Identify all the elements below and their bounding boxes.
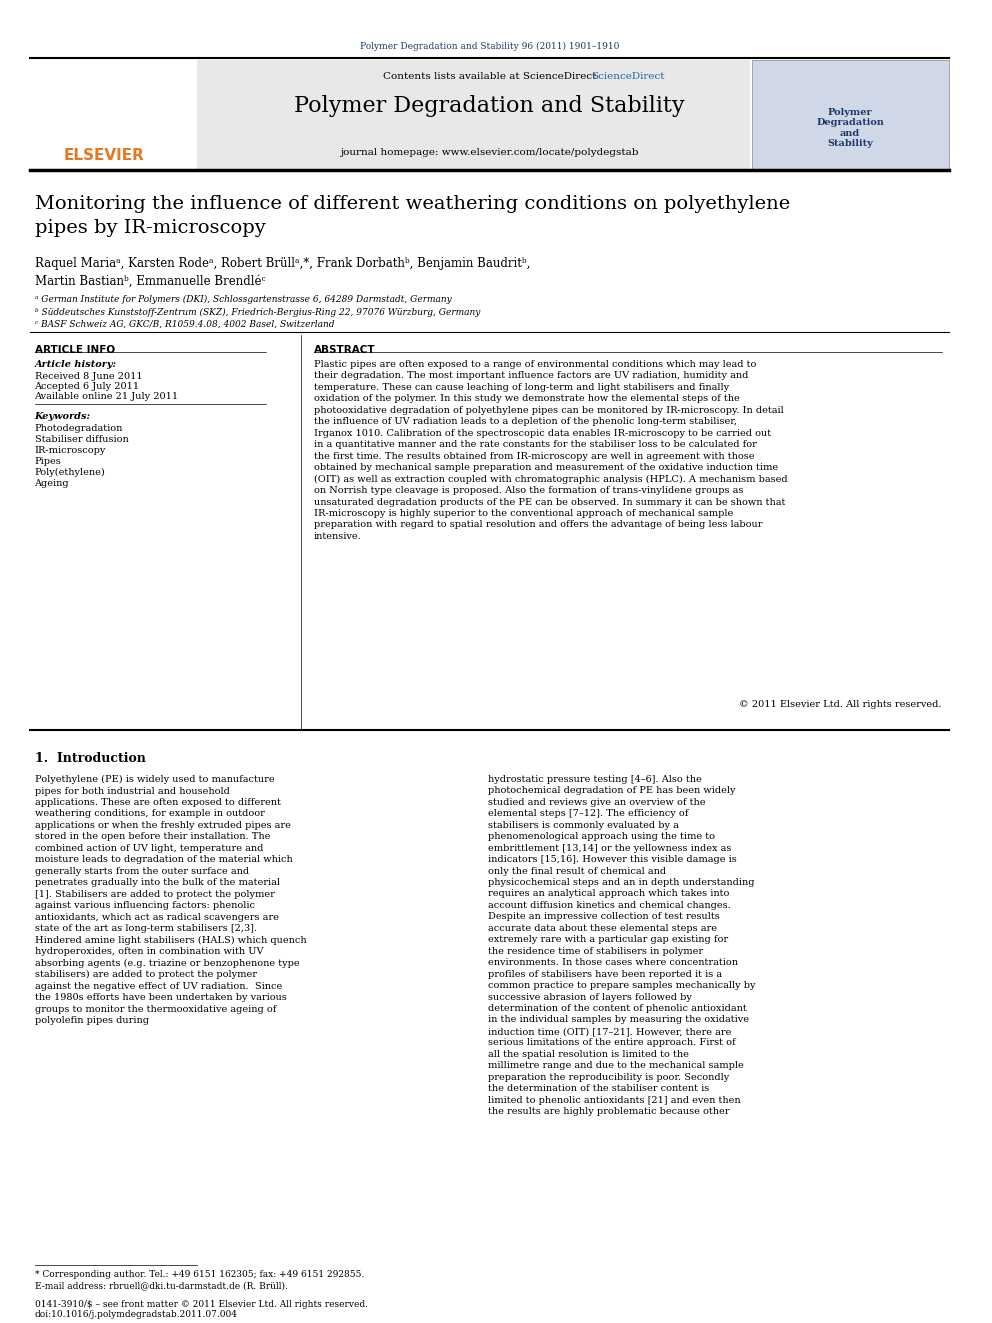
- Text: © 2011 Elsevier Ltd. All rights reserved.: © 2011 Elsevier Ltd. All rights reserved…: [739, 700, 942, 709]
- Text: E-mail address: rbruell@dki.tu-darmstadt.de (R. Brüll).: E-mail address: rbruell@dki.tu-darmstadt…: [35, 1281, 288, 1290]
- Text: Polyethylene (PE) is widely used to manufacture
pipes for both industrial and ho: Polyethylene (PE) is widely used to manu…: [35, 775, 307, 1025]
- Text: 1.  Introduction: 1. Introduction: [35, 751, 146, 765]
- Text: Received 8 June 2011: Received 8 June 2011: [35, 372, 142, 381]
- Text: hydrostatic pressure testing [4–6]. Also the
photochemical degradation of PE has: hydrostatic pressure testing [4–6]. Also…: [488, 775, 756, 1117]
- Text: Polymer Degradation and Stability 96 (2011) 1901–1910: Polymer Degradation and Stability 96 (20…: [359, 42, 619, 52]
- Text: ABSTRACT: ABSTRACT: [313, 345, 375, 355]
- Text: Stabiliser diffusion: Stabiliser diffusion: [35, 435, 128, 445]
- Text: Monitoring the influence of different weathering conditions on polyethylene
pipe: Monitoring the influence of different we…: [35, 194, 790, 237]
- Text: Article history:: Article history:: [35, 360, 117, 369]
- Text: Raquel Mariaᵃ, Karsten Rodeᵃ, Robert Brüllᵃ,*, Frank Dorbathᵇ, Benjamin Baudritᵇ: Raquel Mariaᵃ, Karsten Rodeᵃ, Robert Brü…: [35, 257, 530, 288]
- Text: * Corresponding author. Tel.: +49 6151 162305; fax: +49 6151 292855.: * Corresponding author. Tel.: +49 6151 1…: [35, 1270, 364, 1279]
- FancyBboxPatch shape: [752, 60, 948, 169]
- Text: ᵇ Süddeutsches Kunststoff-Zentrum (SKZ), Friedrich-Bergius-Ring 22, 97076 Würzbu: ᵇ Süddeutsches Kunststoff-Zentrum (SKZ),…: [35, 308, 480, 318]
- Text: Polymer
Degradation
and
Stability: Polymer Degradation and Stability: [816, 108, 884, 148]
- Text: Available online 21 July 2011: Available online 21 July 2011: [35, 392, 179, 401]
- Text: journal homepage: www.elsevier.com/locate/polydegstab: journal homepage: www.elsevier.com/locat…: [340, 148, 639, 157]
- Text: ELSEVIER: ELSEVIER: [63, 148, 144, 163]
- Text: IR-microscopy: IR-microscopy: [35, 446, 106, 455]
- FancyBboxPatch shape: [30, 60, 197, 169]
- Text: ScienceDirect: ScienceDirect: [591, 71, 665, 81]
- Text: 0141-3910/$ – see front matter © 2011 Elsevier Ltd. All rights reserved.: 0141-3910/$ – see front matter © 2011 El…: [35, 1301, 367, 1308]
- Text: Polymer Degradation and Stability: Polymer Degradation and Stability: [294, 95, 684, 116]
- Text: Photodegradation: Photodegradation: [35, 423, 123, 433]
- Text: doi:10.1016/j.polymdegradstab.2011.07.004: doi:10.1016/j.polymdegradstab.2011.07.00…: [35, 1310, 237, 1319]
- FancyBboxPatch shape: [30, 60, 750, 169]
- Text: ARTICLE INFO: ARTICLE INFO: [35, 345, 115, 355]
- Text: Contents lists available at ScienceDirect: Contents lists available at ScienceDirec…: [383, 71, 596, 81]
- Text: Ageing: Ageing: [35, 479, 69, 488]
- Text: ᶜ BASF Schweiz AG, GKC/B, R1059.4.08, 4002 Basel, Switzerland: ᶜ BASF Schweiz AG, GKC/B, R1059.4.08, 40…: [35, 320, 334, 329]
- Text: Poly(ethylene): Poly(ethylene): [35, 468, 105, 478]
- Text: Keywords:: Keywords:: [35, 411, 90, 421]
- Text: ᵃ German Institute for Polymers (DKI), Schlossgartenstrasse 6, 64289 Darmstadt, : ᵃ German Institute for Polymers (DKI), S…: [35, 295, 451, 304]
- Text: Accepted 6 July 2011: Accepted 6 July 2011: [35, 382, 140, 392]
- Text: Pipes: Pipes: [35, 456, 62, 466]
- Text: Plastic pipes are often exposed to a range of environmental conditions which may: Plastic pipes are often exposed to a ran…: [313, 360, 788, 541]
